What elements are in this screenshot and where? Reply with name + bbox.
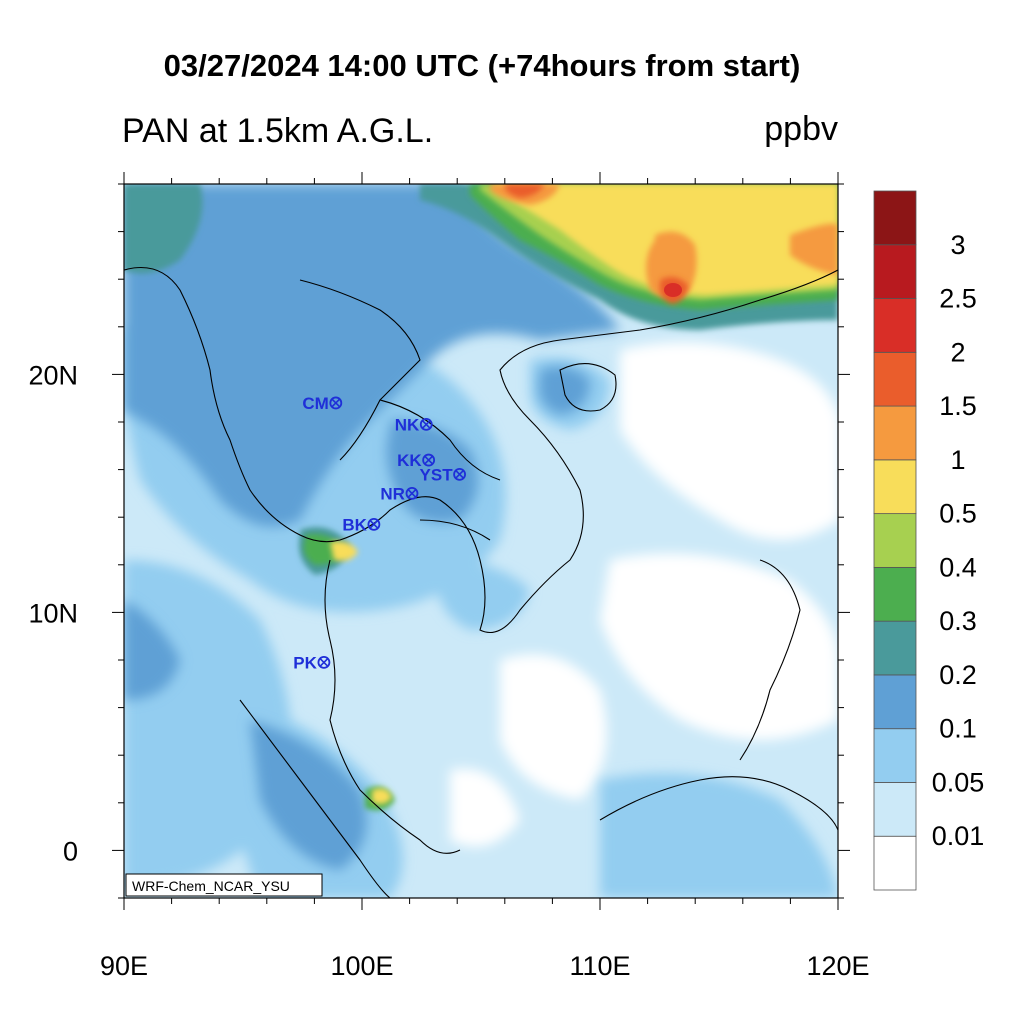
colorbar-label: 3 xyxy=(950,230,965,260)
station-marker-icon xyxy=(419,417,433,431)
station-marker-cross xyxy=(424,455,434,465)
station-kk: KK xyxy=(397,451,436,470)
station-marker-cross xyxy=(369,519,379,529)
colorbar-swatch xyxy=(873,298,917,353)
station-marker-icon xyxy=(453,467,466,481)
station-marker-cross xyxy=(455,469,465,479)
colorbar-label: 0.05 xyxy=(932,767,985,797)
colorbar-swatch xyxy=(873,405,917,461)
units-label: ppbv xyxy=(764,110,838,148)
model-label: WRF-Chem_NCAR_YSU xyxy=(132,878,290,894)
elevated-concentration-areas xyxy=(124,184,620,870)
station-cm: CM xyxy=(302,394,343,413)
colorbar-swatch xyxy=(873,782,917,837)
lat-tick-label: 20N xyxy=(28,360,78,390)
colorbar-swatch xyxy=(873,728,917,783)
station-label: YST xyxy=(420,465,454,484)
colorbar-swatch xyxy=(873,513,917,568)
station-yst: YST xyxy=(420,465,466,484)
station-label: NR xyxy=(380,484,405,503)
station-marker-icon xyxy=(405,486,419,500)
lon-tick-label: 120E xyxy=(806,951,869,981)
variable-label: PAN at 1.5km A.G.L. xyxy=(122,112,434,150)
pan-concentration-field xyxy=(124,184,838,898)
station-marker-icon xyxy=(329,396,343,410)
colorbar-swatch xyxy=(873,459,917,515)
colorbar-swatch xyxy=(873,835,917,891)
colorbar-label: 0.1 xyxy=(939,714,977,744)
colorbar-label: 0.3 xyxy=(939,606,977,636)
station-label: PK xyxy=(293,653,317,672)
lat-tick-label: 0 xyxy=(63,836,78,866)
lat-tick-label: 10N xyxy=(28,598,78,628)
station-marker-icon xyxy=(422,453,436,467)
station-bk: BK xyxy=(342,515,381,534)
colorbar-swatch xyxy=(873,620,917,676)
colorbar-label: 2 xyxy=(950,337,965,367)
station-marker-icon xyxy=(367,517,381,531)
colorbar-swatch xyxy=(873,190,917,246)
colorbar-label: 0.4 xyxy=(939,552,977,582)
colorbar-label: 1.5 xyxy=(939,391,977,421)
station-marker-icon xyxy=(317,655,331,669)
station-marker-cross xyxy=(407,488,417,498)
map-title: 03/27/2024 14:00 UTC (+74hours from star… xyxy=(163,48,801,83)
colorbar-swatch xyxy=(873,566,917,622)
lon-tick-label: 90E xyxy=(100,951,148,981)
colorbar-swatch xyxy=(873,244,917,299)
station-nr: NR xyxy=(380,484,419,503)
lon-tick-label: 110E xyxy=(569,951,630,981)
axis-tick-labels: 90E 100E 110E 120E 0 10N 20N xyxy=(28,360,869,981)
station-pk: PK xyxy=(293,653,331,672)
colorbar-label: 0.5 xyxy=(939,499,977,529)
station-marker-cross xyxy=(421,419,431,429)
maximum-area xyxy=(664,283,682,297)
colorbar-label: 0.01 xyxy=(932,821,985,851)
colorbar-label: 2.5 xyxy=(939,284,977,314)
station-label: BK xyxy=(342,515,367,534)
coastlines-and-borders xyxy=(124,266,838,898)
colorbar-swatch xyxy=(873,351,917,407)
plot-frame xyxy=(123,183,839,899)
station-label: CM xyxy=(302,394,328,413)
colorbar-swatch xyxy=(873,674,917,730)
model-label-box xyxy=(125,873,323,897)
station-marker-cross xyxy=(331,398,341,408)
axis-ticks xyxy=(112,172,850,910)
colorbar: 0.01 0.05 0.1 0.2 0.3 0.4 0.5 1 1.5 2 2.5 3 xyxy=(873,190,985,891)
station-label: NK xyxy=(395,415,420,434)
colorbar-label: 1 xyxy=(950,445,965,475)
station-nk: NK xyxy=(395,415,433,434)
station-marker-cross xyxy=(319,657,329,667)
lon-tick-label: 100E xyxy=(330,951,393,981)
station-label: KK xyxy=(397,451,422,470)
colorbar-label: 0.2 xyxy=(939,660,977,690)
